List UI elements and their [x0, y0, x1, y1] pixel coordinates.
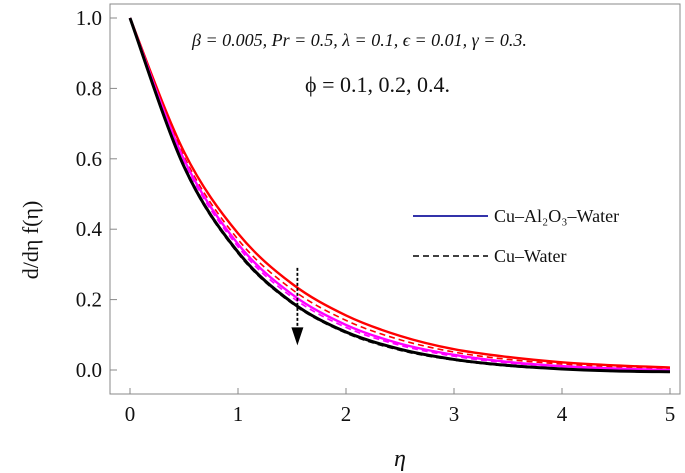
y-tick-label: 0.2 [76, 288, 102, 312]
plot-frame [109, 3, 681, 395]
legend: Cu–Al₂O₃–Water Cu–Water [413, 206, 619, 266]
y-axis-label: d/dη f(η) [18, 201, 43, 280]
series-line-4 [129, 17, 671, 372]
arrow-head [291, 327, 304, 346]
x-tick-label: 2 [341, 402, 352, 426]
x-tick-label: 4 [557, 402, 568, 426]
legend-label-cu-water: Cu–Water [494, 246, 567, 266]
series-line-3 [128, 17, 671, 372]
series-line-6 [129, 17, 671, 373]
axis-ticks: 0 1 2 3 4 5 0.0 0.2 0.4 0.6 0.8 1.0 [76, 6, 676, 426]
x-tick-label: 3 [449, 402, 460, 426]
series-group [128, 17, 671, 374]
svg-text:d/dη f(η): d/dη f(η) [18, 201, 43, 280]
y-tick-label: 0.8 [76, 76, 102, 100]
x-tick-label: 0 [125, 402, 136, 426]
series-line-2 [129, 17, 671, 370]
parameter-annotation: β = 0.005, Pr = 0.5, λ = 0.1, ϵ = 0.01, … [191, 30, 527, 50]
y-tick-label: 0.6 [76, 147, 102, 171]
legend-label-cu-al2o3-water: Cu–Al₂O₃–Water [494, 206, 619, 226]
y-tick-label: 1.0 [76, 6, 102, 30]
series-line-1 [128, 17, 671, 369]
phi-annotation: ϕ = 0.1, 0.2, 0.4. [305, 72, 450, 97]
trend-arrow [291, 267, 304, 346]
y-tick-label: 0.0 [76, 358, 102, 382]
x-tick-label: 1 [233, 402, 244, 426]
x-tick-label: 5 [665, 402, 676, 426]
y-tick-label: 0.4 [76, 217, 103, 241]
x-axis-label: η [394, 446, 406, 472]
